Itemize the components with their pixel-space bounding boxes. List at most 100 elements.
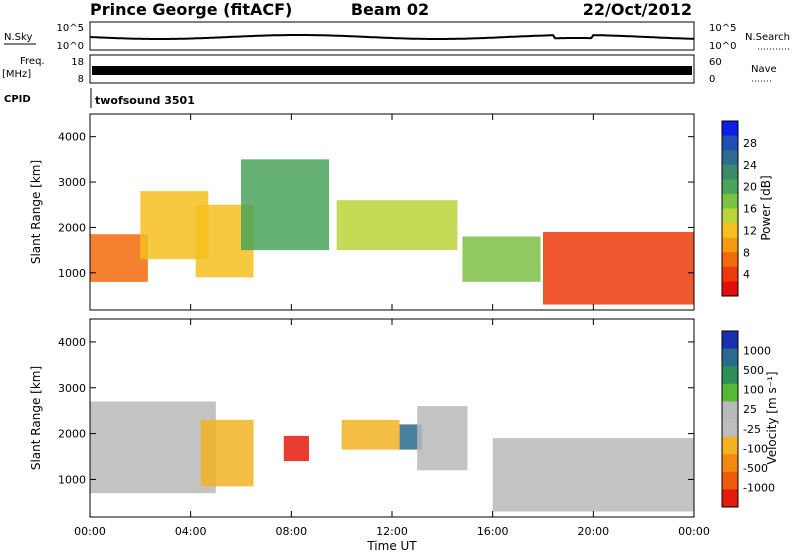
data-region-5 (399, 424, 423, 450)
colorbar-swatch (722, 419, 738, 438)
nsearch-tick-low: 10^0 (709, 41, 736, 52)
colorbar-tick-label: -500 (743, 462, 768, 475)
freq-label-1: Freq. (20, 56, 45, 67)
colorbar-tick-label: -25 (743, 423, 761, 436)
colorbar-tick-label: 24 (743, 159, 757, 172)
nsearch-label: N.Search (745, 32, 790, 43)
colorbar-tick-label: 25 (743, 403, 757, 416)
y-tick-label: 2000 (58, 221, 86, 234)
colorbar-swatch (722, 237, 738, 253)
nave-label: Nave (751, 64, 777, 75)
velocity-panel: 4000 3000 2000 1000 Slant Range [km] (29, 318, 695, 518)
colorbar-swatch (722, 281, 738, 297)
colorbar-tick-label: 28 (743, 137, 757, 150)
colorbar-swatch (722, 366, 738, 385)
y-tick-label: 4000 (58, 131, 86, 144)
data-region-1 (90, 401, 216, 494)
velocity-y-label: Slant Range [km] (29, 366, 43, 470)
colorbar-swatch (722, 266, 738, 282)
colorbar-swatch (722, 471, 738, 490)
colorbar-swatch (722, 223, 738, 239)
freq-label-2: [MHz] (2, 69, 31, 80)
power-heatmap (90, 159, 694, 305)
cpid-label: CPID (4, 94, 31, 105)
colorbar-swatch (722, 401, 738, 420)
colorbar-tick-label: 100 (743, 384, 764, 397)
x-tick-label: 04:00 (175, 525, 207, 538)
data-region-6 (417, 406, 468, 471)
colorbar-swatch (722, 331, 738, 350)
data-region-5 (336, 200, 458, 251)
nave-tick-high: 60 (709, 57, 722, 68)
data-region-1 (90, 234, 148, 282)
colorbar-swatch (722, 252, 738, 268)
colorbar-swatch (722, 193, 738, 209)
data-region-2 (200, 419, 254, 487)
data-region-6 (462, 236, 541, 282)
velocity-colorbar-label: Velocity [m s⁻¹] (765, 371, 779, 464)
y-tick-label: 3000 (58, 382, 86, 395)
colorbar-swatch (722, 121, 738, 137)
colorbar-tick-label: 8 (743, 246, 750, 259)
colorbar-swatch (722, 208, 738, 224)
nsky-tick-low: 10^0 (57, 41, 84, 52)
colorbar-tick-label: 1000 (743, 345, 771, 358)
colorbar-tick-label: 500 (743, 364, 764, 377)
freq-tick-low: 8 (78, 74, 84, 85)
colorbar-swatch (722, 436, 738, 455)
data-region-4 (241, 159, 330, 251)
beam-title: Beam 02 (351, 0, 429, 19)
colorbar-swatch (722, 489, 738, 508)
y-tick-label: 2000 (58, 428, 86, 441)
y-tick-label: 3000 (58, 176, 86, 189)
nsky-tick-high: 10^5 (57, 23, 84, 34)
colorbar-swatch (722, 150, 738, 166)
x-axis: 00:00 04:00 08:00 12:00 16:00 20:00 00:00 (74, 114, 710, 538)
y-tick-label: 1000 (58, 267, 86, 280)
nsearch-tick-high: 10^5 (709, 23, 736, 34)
power-panel: 4000 3000 2000 1000 Slant Range [km] (29, 113, 695, 311)
x-tick-label: 08:00 (275, 525, 307, 538)
power-colorbar-label: Power [dB] (759, 175, 773, 240)
freq-panel: Freq. [MHz] 18 8 60 0 Nave (2, 54, 777, 85)
colorbar-tick-label: 20 (743, 181, 757, 194)
y-tick-label: 4000 (58, 336, 86, 349)
x-tick-label: 00:00 (74, 525, 106, 538)
power-y-label: Slant Range [km] (29, 160, 43, 264)
freq-nave-band (92, 66, 692, 75)
data-region-7 (492, 438, 694, 512)
nsky-panel: N.Sky 10^5 10^0 10^5 10^0 N.Search (4, 21, 790, 52)
nsky-label: N.Sky (4, 32, 32, 43)
data-region-4 (341, 419, 400, 450)
station-title: Prince George (fitACF) (90, 0, 292, 19)
x-tick-label: 20:00 (577, 525, 609, 538)
colorbar-tick-label: 16 (743, 203, 757, 216)
colorbar-tick-label: -1000 (743, 481, 775, 494)
y-tick-label: 1000 (58, 473, 86, 486)
x-tick-label: 00:00 (678, 525, 710, 538)
data-region-3 (283, 435, 309, 462)
date-title: 22/Oct/2012 (583, 0, 692, 19)
x-axis-label: Time UT (366, 539, 417, 553)
colorbar-swatch (722, 383, 738, 402)
nsky-trace (89, 34, 695, 40)
colorbar-swatch (722, 348, 738, 367)
colorbar-tick-label: 4 (743, 268, 750, 281)
colorbar-tick-label: 12 (743, 224, 757, 237)
freq-tick-high: 18 (71, 57, 84, 68)
power-colorbar: 28 24 20 16 12 8 4 (721, 120, 757, 297)
cpid-row: CPID twofsound 3501 (4, 88, 195, 108)
colorbar-swatch (722, 164, 738, 180)
velocity-colorbar: 1000 500 100 25 -25 -100 -500 -1000 (721, 330, 775, 508)
colorbar-swatch (722, 454, 738, 473)
nave-tick-low: 0 (709, 74, 715, 85)
data-region-7 (543, 231, 694, 305)
velocity-heatmap (90, 401, 694, 512)
colorbar-swatch (722, 135, 738, 151)
x-tick-label: 16:00 (477, 525, 509, 538)
colorbar-tick-label: -100 (743, 442, 768, 455)
colorbar-swatch (722, 179, 738, 195)
cpid-program: twofsound 3501 (95, 94, 195, 107)
x-tick-label: 12:00 (376, 525, 408, 538)
